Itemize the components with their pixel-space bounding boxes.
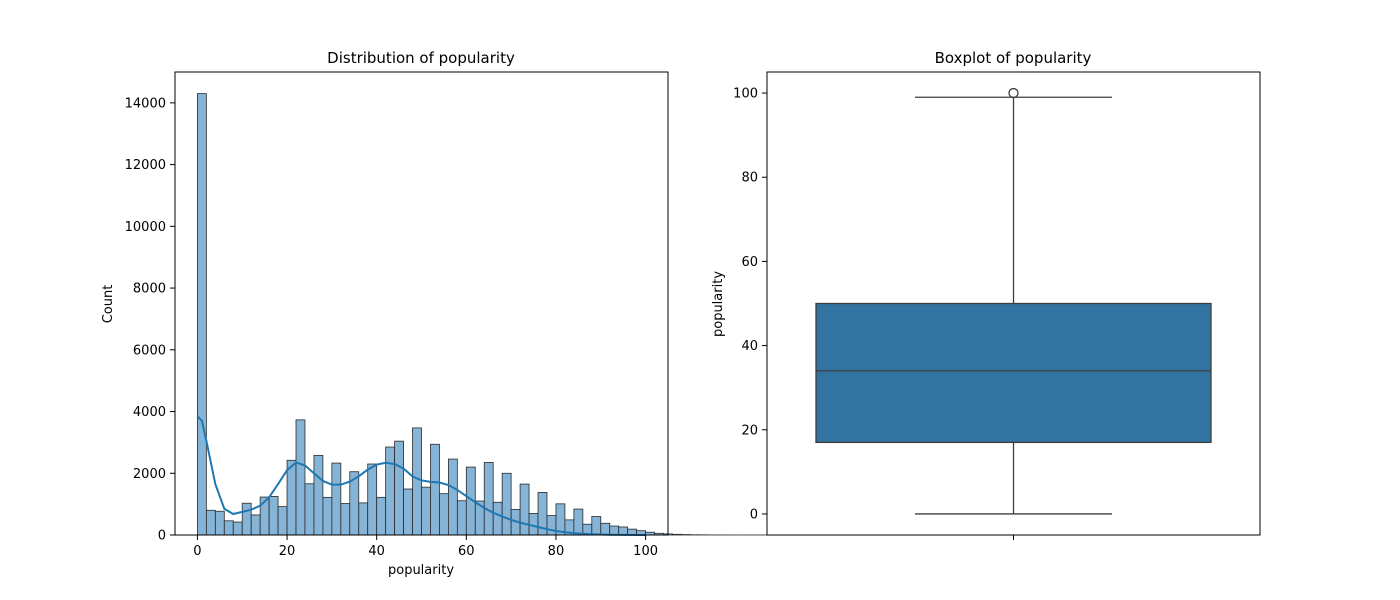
boxplot-elements <box>815 87 1212 515</box>
histogram-bar <box>358 502 369 536</box>
histogram-x-tick-label: 0 <box>193 544 201 559</box>
histogram-bar <box>492 501 503 536</box>
histogram-bar <box>322 496 333 536</box>
histogram-panel: Distribution of popularity 0 20 40 60 80 100 … <box>101 49 790 578</box>
histogram-x-tick-label: 60 <box>458 544 475 559</box>
interquartile-box <box>815 302 1212 444</box>
boxplot-y-tick-label: 20 <box>741 423 758 438</box>
histogram-bar <box>295 419 306 536</box>
histogram-bar <box>313 454 324 536</box>
histogram-bar <box>447 458 458 536</box>
histogram-bar <box>609 525 620 536</box>
histogram-bar <box>546 515 557 536</box>
histogram-bar <box>439 493 449 536</box>
histogram-bar <box>205 509 216 536</box>
histogram-bar <box>430 443 440 536</box>
histogram-bar <box>672 533 682 536</box>
boxplot-y-tick-label: 0 <box>750 507 758 522</box>
histogram-title: Distribution of popularity <box>327 49 515 67</box>
histogram-bar <box>385 446 396 536</box>
histogram-x-tick-label: 40 <box>368 544 385 559</box>
histogram-bar <box>232 521 243 536</box>
boxplot-title: Boxplot of popularity <box>935 49 1092 67</box>
kde-curve <box>196 415 646 536</box>
histogram-y-tick-label: 6000 <box>133 343 166 358</box>
histogram-y-ticks: 0 2000 4000 6000 8000 10000 12000 14000 <box>125 96 175 544</box>
histogram-bar <box>197 93 207 536</box>
outlier-point <box>1008 87 1019 99</box>
boxplot-y-tick-label: 80 <box>741 171 758 186</box>
histogram-x-ticks: 0 20 40 60 80 100 <box>193 535 658 559</box>
histogram-y-tick-label: 0 <box>158 529 166 544</box>
histogram-y-tick-label: 10000 <box>125 220 166 235</box>
histogram-x-tick-label: 20 <box>279 544 296 559</box>
histogram-axes-frame <box>174 71 669 536</box>
histogram-bar <box>501 472 512 536</box>
histogram-bar <box>600 522 611 536</box>
histogram-y-tick-label: 12000 <box>125 158 166 173</box>
histogram-x-label: popularity <box>388 563 454 578</box>
histogram-bar <box>241 502 252 536</box>
histogram-bar <box>223 520 234 536</box>
boxplot-y-tick-label: 60 <box>741 255 758 270</box>
histogram-bar <box>277 506 288 536</box>
boxplot-y-tick-label: 40 <box>741 339 758 354</box>
histogram-bar <box>286 459 297 536</box>
histogram-bar <box>268 496 279 536</box>
histogram-bar <box>573 508 584 536</box>
histogram-bar <box>421 486 431 536</box>
histogram-bar <box>591 516 602 536</box>
histogram-bar <box>483 462 494 536</box>
histogram-bar <box>618 526 629 536</box>
histogram-y-tick-label: 4000 <box>133 405 166 420</box>
histogram-y-tick-label: 8000 <box>133 282 166 297</box>
boxplot-y-ticks: 0 20 40 60 80 100 <box>733 87 767 522</box>
histogram-y-tick-label: 14000 <box>125 96 166 111</box>
histogram-bar <box>304 483 315 536</box>
histogram-bar <box>214 510 225 536</box>
histogram-bar <box>250 514 261 536</box>
histogram-bar <box>412 427 422 536</box>
histogram-y-tick-label: 2000 <box>133 467 166 482</box>
histogram-bar <box>394 440 404 536</box>
histogram-bar <box>367 463 378 536</box>
histogram-x-tick-label: 100 <box>633 544 658 559</box>
histogram-bar <box>376 496 387 536</box>
histogram-bar <box>456 500 467 536</box>
boxplot-panel: Boxplot of popularity 0 20 40 60 80 100 popul… <box>711 49 1261 540</box>
histogram-y-label: Count <box>101 285 116 324</box>
histogram-bar <box>519 483 530 536</box>
boxplot-y-label: popularity <box>711 271 726 337</box>
boxplot-y-tick-label: 100 <box>733 87 758 102</box>
histogram-bar <box>340 503 351 536</box>
histogram-bar <box>403 488 413 536</box>
histogram-bar <box>331 462 342 536</box>
histogram-x-tick-label: 80 <box>548 544 565 559</box>
